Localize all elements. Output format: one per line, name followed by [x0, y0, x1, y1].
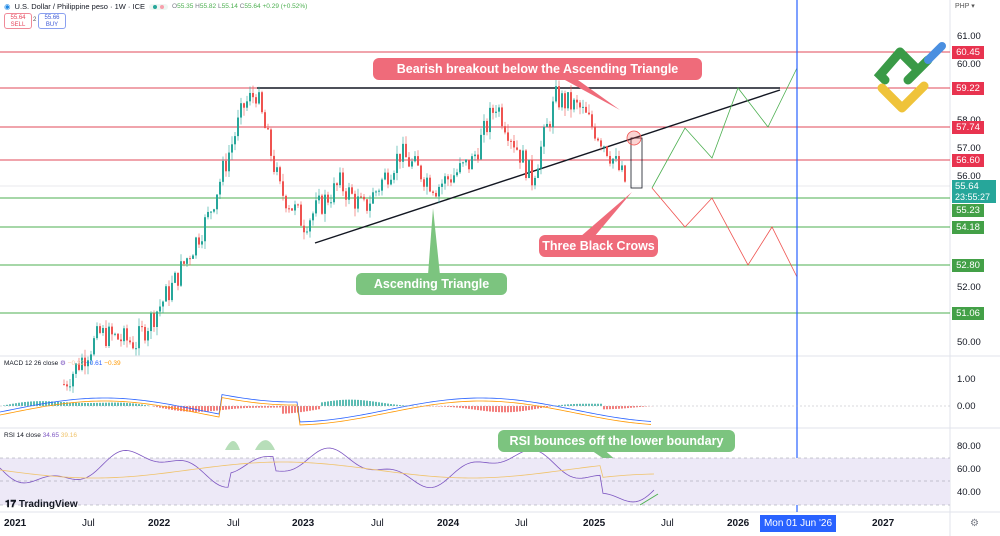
time-tick: 2023 — [292, 518, 315, 529]
support-tag: 51.06 — [952, 307, 984, 320]
macd-tick: 0.00 — [957, 401, 976, 412]
status-dots — [149, 3, 169, 10]
resistance-tag: 59.22 — [952, 82, 984, 95]
callout-bearish-breakout: Bearish breakout below the Ascending Tri… — [373, 58, 702, 80]
rsi-tick: 80.00 — [957, 441, 981, 452]
cursor-date-label: Mon 01 Jun '26 — [760, 515, 836, 532]
time-tick: 2021 — [4, 518, 27, 529]
support-tag: 54.18 — [952, 221, 984, 234]
time-tick: 2025 — [583, 518, 606, 529]
tradingview-logo[interactable]: 𝟏𝟕 TradingView — [5, 499, 78, 510]
time-tick: Jul — [661, 518, 674, 529]
macd-pane — [0, 394, 653, 426]
bullish-projection — [651, 67, 798, 189]
spread-value: 2 — [33, 17, 37, 23]
price-tick: 58.00 — [957, 115, 981, 126]
rsi-ma-line — [0, 461, 655, 479]
rsi-band — [0, 458, 950, 505]
symbol-title[interactable]: U.S. Dollar / Philippine peso · 1W · ICE — [14, 2, 146, 11]
rsi-tick: 40.00 — [957, 487, 981, 498]
rsi-tick: 60.00 — [957, 464, 981, 475]
tv-icon: 𝟏𝟕 — [5, 499, 17, 510]
triangle-trendline — [314, 89, 781, 244]
time-tick: 2026 — [727, 518, 750, 529]
time-tick: 2022 — [148, 518, 171, 529]
time-tick: Jul — [371, 518, 384, 529]
ohlc-values: O55.35 H55.82 L55.14 C55.64 +0.29 (+0.52… — [172, 3, 308, 10]
price-tick: 50.00 — [957, 337, 981, 348]
support-tag: 52.80 — [952, 259, 984, 272]
current-price-tag: 55.64 23:55:27 — [952, 180, 996, 203]
rsi-line — [0, 447, 655, 503]
resistance-tag: 60.45 — [952, 46, 984, 59]
time-tick: 2024 — [437, 518, 460, 529]
resistance-tag: 57.74 — [952, 121, 984, 134]
support-tag: 55.23 — [952, 204, 984, 217]
buy-button[interactable]: 55.66 BUY — [38, 13, 66, 29]
bearish-projection — [651, 187, 798, 278]
time-tick: 2027 — [872, 518, 895, 529]
candlestick-series — [63, 78, 626, 393]
symbol-header: ◉ U.S. Dollar / Philippine peso · 1W · I… — [4, 2, 307, 11]
resistance-tag: 56.60 — [952, 154, 984, 167]
time-tick: Jul — [515, 518, 528, 529]
settings-icon[interactable]: ⚙ — [970, 518, 979, 529]
brand-logo — [873, 42, 946, 113]
callout-three-black-crows: Three Black Crows — [539, 235, 658, 257]
currency-selector[interactable]: PHP ▾ — [955, 3, 975, 10]
support-levels — [0, 197, 950, 314]
time-tick: Jul — [82, 518, 95, 529]
breakout-circle — [626, 130, 642, 146]
time-tick: Jul — [227, 518, 240, 529]
price-tick: 60.00 — [957, 59, 981, 70]
macd-tick: 1.00 — [957, 374, 976, 385]
macd-legend[interactable]: MACD 12 26 close ⚙ −0.22 −0.61 −0.39 — [4, 360, 121, 367]
three-crows-box — [630, 137, 643, 189]
callout-rsi-bounce: RSI bounces off the lower boundary — [498, 430, 735, 452]
sell-button[interactable]: 55.64 SELL — [4, 13, 32, 29]
callout-ascending-triangle: Ascending Triangle — [356, 273, 507, 295]
rsi-legend[interactable]: RSI 14 close 34.65 39.16 — [4, 432, 78, 439]
flag-icon: ◉ — [4, 2, 11, 11]
price-tick: 61.00 — [957, 31, 981, 42]
price-tick: 52.00 — [957, 282, 981, 293]
price-tick: 57.00 — [957, 143, 981, 154]
price-tick: 56.00 — [957, 171, 981, 182]
